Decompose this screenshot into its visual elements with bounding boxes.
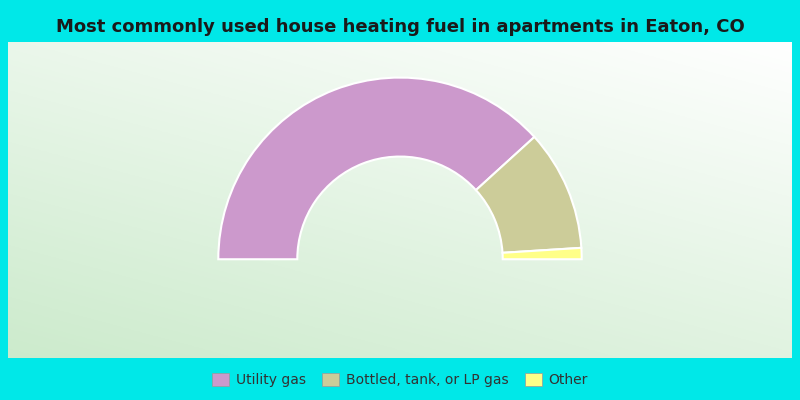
Wedge shape — [218, 78, 534, 259]
Wedge shape — [476, 137, 582, 253]
Text: Most commonly used house heating fuel in apartments in Eaton, CO: Most commonly used house heating fuel in… — [56, 18, 744, 36]
Legend: Utility gas, Bottled, tank, or LP gas, Other: Utility gas, Bottled, tank, or LP gas, O… — [206, 368, 594, 393]
Wedge shape — [502, 248, 582, 259]
